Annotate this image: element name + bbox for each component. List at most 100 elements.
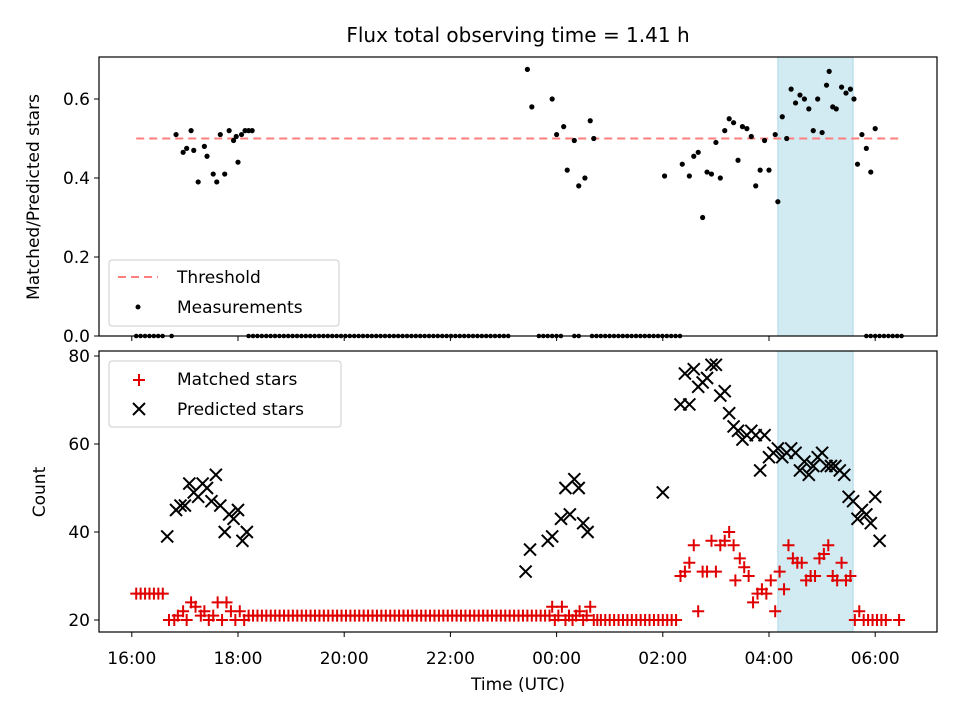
ratio-measurement <box>549 96 555 102</box>
count-panel: 20 40 60 80 16:00 18:00 20:00 22:00 00:00 02:00 0… <box>30 347 938 695</box>
predicted-marker <box>731 424 745 438</box>
predicted-marker <box>572 481 586 495</box>
matched-marker <box>742 570 755 582</box>
ratio-measurement <box>587 118 593 124</box>
matched-marker <box>893 614 906 626</box>
ratio-measurement <box>784 135 790 142</box>
predicted-marker <box>864 516 878 530</box>
predicted-marker <box>656 485 670 500</box>
ratio-measurement <box>713 139 719 146</box>
ratio-measurement <box>766 167 772 173</box>
matched-marker <box>207 609 220 622</box>
ratio-measurement <box>561 124 567 130</box>
count-xtick-label: 18:00 <box>214 649 263 669</box>
matched-marker <box>817 548 830 560</box>
predicted-marker <box>173 498 188 513</box>
ratio-measurement <box>582 175 588 181</box>
ratio-panel: 0.0 0.2 0.4 0.6 Matched/Predicted stars Thr… <box>24 56 938 347</box>
predicted-marker <box>209 468 223 482</box>
matched-marker <box>687 539 700 552</box>
predicted-marker <box>576 516 590 530</box>
matched-marker <box>189 600 202 613</box>
predicted-marker <box>837 468 851 482</box>
predicted-marker <box>200 481 214 495</box>
ratio-measurement <box>204 153 210 159</box>
ratio-measurement <box>210 171 216 177</box>
matched-marker <box>844 570 857 582</box>
matched-marker <box>580 609 593 622</box>
matched-marker <box>220 596 233 609</box>
ratio-measurement <box>757 167 763 173</box>
ratio-measurement <box>708 171 715 177</box>
ratio-measurement <box>529 104 535 110</box>
matched-marker <box>683 556 696 569</box>
ratio-measurement <box>695 149 701 155</box>
ratio-measurement <box>722 128 728 134</box>
predicted-marker <box>850 512 865 526</box>
ratio-ylabel: Matched/Predicted stars <box>24 94 44 300</box>
count-xtick-label: 20:00 <box>320 649 369 669</box>
legend-measurement-label: Measurements <box>177 298 303 318</box>
predicted-marker <box>567 472 582 486</box>
ratio-measurement <box>744 126 750 132</box>
predicted-marker <box>872 534 887 548</box>
ratio-measurement <box>775 199 781 205</box>
count-xtick-label: 02:00 <box>638 649 687 669</box>
matched-marker <box>729 574 742 587</box>
predicted-marker <box>802 468 816 482</box>
matched-markers <box>130 526 906 626</box>
ratio-measurement <box>235 159 241 165</box>
ratio-measurement <box>591 135 597 142</box>
ratio-xticks <box>131 336 876 341</box>
ratio-measurement <box>801 96 808 102</box>
predicted-marker <box>204 494 219 508</box>
matched-marker <box>764 574 777 587</box>
predicted-marker <box>687 362 701 376</box>
matched-marker <box>216 614 229 626</box>
predicted-marker <box>704 358 719 372</box>
count-ytick-label: 80 <box>68 347 90 367</box>
predicted-marker <box>226 512 241 526</box>
matched-marker <box>678 565 691 578</box>
ratio-ytick-label: 0.0 <box>63 327 90 347</box>
predicted-marker <box>563 507 577 522</box>
ratio-measurement <box>233 133 239 140</box>
ratio-measurement <box>843 90 849 96</box>
ratio-measurement <box>823 82 830 88</box>
predicted-marker <box>182 476 197 491</box>
matched-marker <box>555 600 568 613</box>
ratio-measurement <box>826 68 832 74</box>
matched-marker <box>773 565 786 578</box>
ratio-measurement <box>230 137 237 144</box>
predicted-markers <box>160 358 887 579</box>
matched-marker <box>727 539 740 552</box>
predicted-marker <box>218 525 232 539</box>
ratio-measurement <box>188 128 194 134</box>
ratio-measurement <box>810 128 816 134</box>
predicted-marker <box>554 512 568 526</box>
ratio-measurement <box>854 161 861 167</box>
x-axis-label: Time (UTC) <box>470 675 565 695</box>
predicted-marker <box>678 366 692 381</box>
ratio-ytick-label: 0.6 <box>63 90 90 110</box>
legend-threshold-label: Threshold <box>176 268 261 288</box>
ratio-measurement <box>173 131 179 138</box>
ratio-measurement <box>748 133 754 140</box>
predicted-marker <box>700 371 714 385</box>
matched-marker <box>778 583 791 596</box>
ratio-measurement <box>735 157 741 163</box>
count-ytick-label: 20 <box>68 611 90 631</box>
predicted-marker <box>580 525 595 539</box>
ratio-measurement <box>847 86 854 92</box>
legend-matched-label: Matched stars <box>177 370 297 390</box>
ratio-measurement <box>661 173 668 179</box>
ratio-measurement <box>815 96 821 102</box>
ratio-measurement <box>679 161 685 167</box>
matched-marker <box>198 605 211 618</box>
ratio-legend-box <box>108 259 340 327</box>
predicted-marker <box>753 463 767 478</box>
matched-marker <box>747 596 760 609</box>
matched-marker <box>573 605 586 618</box>
matched-marker <box>584 600 597 613</box>
ratio-measurement <box>686 173 692 179</box>
